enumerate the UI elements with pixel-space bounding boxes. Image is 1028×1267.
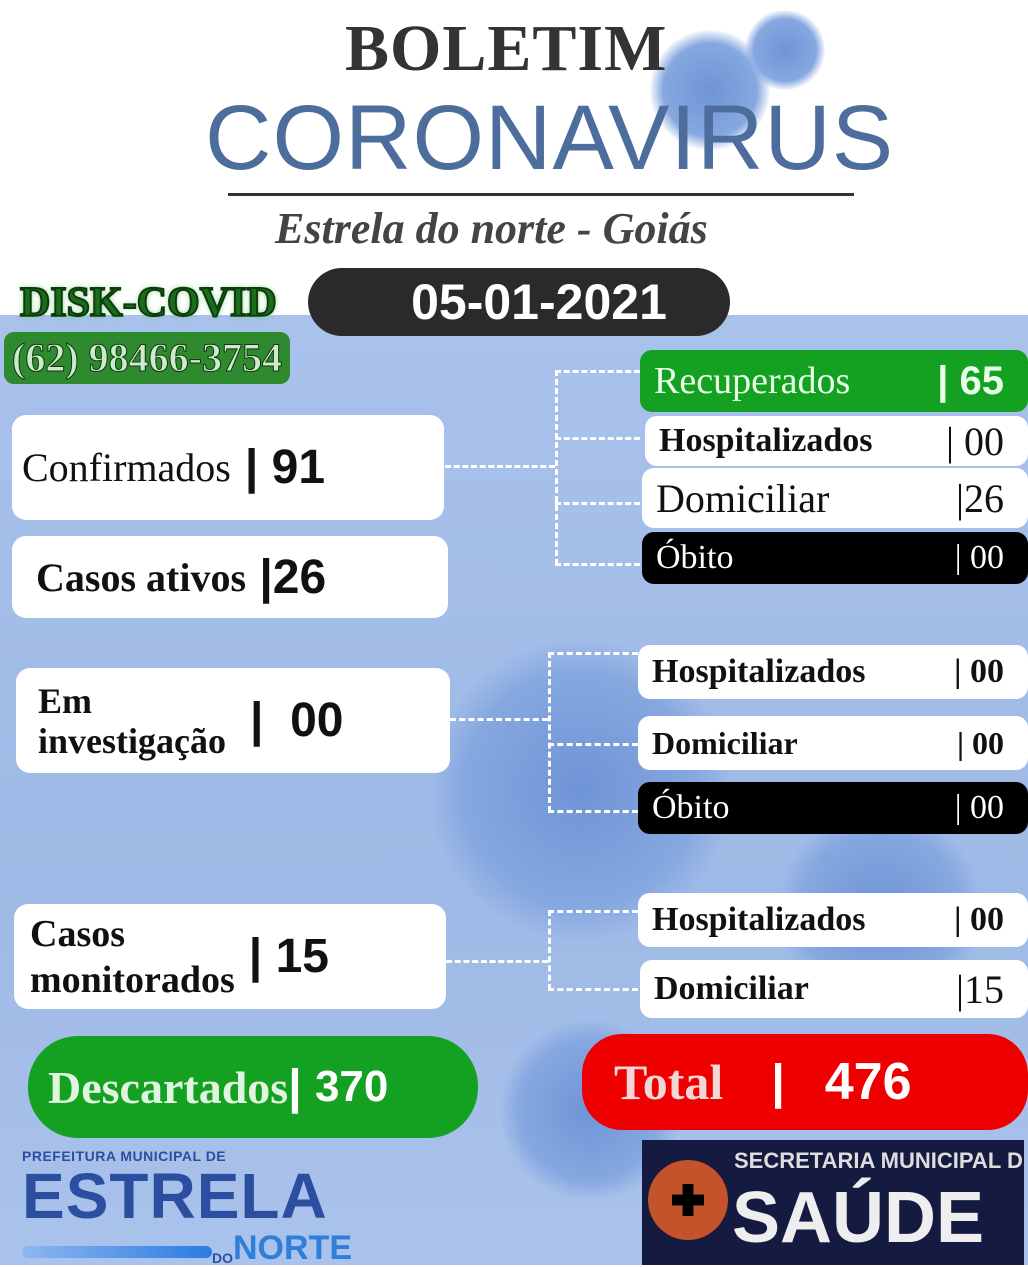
- connector: [555, 370, 558, 565]
- connector: [555, 563, 640, 566]
- label: Domiciliar: [654, 970, 809, 1007]
- label: Recuperados: [654, 360, 851, 402]
- descartados-box: Descartados | 370: [28, 1036, 478, 1138]
- connector: [555, 502, 640, 505]
- title-boletim: BOLETIM: [345, 12, 668, 85]
- logo-text: SAÚDE: [732, 1178, 985, 1258]
- value: 91: [271, 441, 326, 494]
- label: Óbito: [656, 539, 734, 576]
- label: Total: [614, 1054, 724, 1110]
- value: 370: [314, 1062, 389, 1111]
- connector: [548, 743, 638, 746]
- domiciliar-box: Domiciliar | 00: [638, 716, 1028, 770]
- value: 00: [970, 901, 1004, 938]
- connector: [450, 718, 548, 721]
- value: 00: [972, 724, 1004, 761]
- connector: [555, 370, 640, 373]
- label: Confirmados: [22, 445, 231, 490]
- hospitalizados-box: Hospitalizados | 00: [645, 416, 1028, 466]
- connector: [548, 652, 551, 812]
- value: 00: [964, 418, 1004, 464]
- prefeitura-logo: PREFEITURA MUNICIPAL DE ESTRELA DO NORTE: [22, 1148, 352, 1266]
- virus-illustration: [745, 10, 825, 90]
- value: 15: [964, 966, 1004, 1012]
- connector: [555, 437, 640, 440]
- logo-text: NORTE: [233, 1229, 352, 1267]
- hospitalizados-box: Hospitalizados | 00: [638, 893, 1028, 947]
- monitorados-box: Casos monitorados | 15: [14, 904, 446, 1009]
- connector: [548, 652, 638, 655]
- connector: [548, 910, 551, 990]
- connector: [445, 465, 555, 468]
- connector: [548, 910, 638, 913]
- confirmados-box: Confirmados | 91: [12, 415, 444, 520]
- domiciliar-box: Domiciliar |15: [640, 960, 1028, 1018]
- logo-text: ESTRELA: [22, 1160, 328, 1232]
- hospitalizados-box: Hospitalizados | 00: [638, 645, 1028, 699]
- label: investigação: [38, 720, 226, 761]
- connector: [446, 960, 548, 963]
- secretaria-saude-logo: SECRETARIA MUNICIPAL DE SAÚDE: [642, 1140, 1024, 1265]
- value: 65: [959, 358, 1005, 403]
- value: 00: [290, 694, 344, 747]
- location: Estrela do norte - Goiás: [275, 204, 708, 253]
- label: monitorados: [30, 958, 235, 1001]
- label: Casos ativos: [36, 554, 247, 600]
- label: Em: [38, 680, 92, 721]
- divider: [228, 193, 854, 196]
- logo-text: SECRETARIA MUNICIPAL DE: [734, 1148, 1024, 1173]
- label: Domiciliar: [652, 724, 798, 761]
- date-badge: 05-01-2021: [308, 268, 730, 336]
- domiciliar-box: Domiciliar |26: [642, 468, 1028, 528]
- hotline-label: DISK-COVID: [19, 279, 278, 327]
- value: 26: [964, 475, 1004, 521]
- value: 26: [272, 550, 327, 604]
- hotline-phone: (62) 98466-3754: [4, 332, 290, 384]
- obito-box: Óbito | 00: [642, 532, 1028, 584]
- value: 476: [824, 1053, 912, 1111]
- total-box: Total | 476: [582, 1034, 1028, 1130]
- label: Hospitalizados: [652, 653, 866, 690]
- value: 00: [970, 789, 1004, 826]
- casos-ativos-box: Casos ativos | 26: [12, 536, 448, 618]
- label: Hospitalizados: [652, 901, 866, 938]
- recuperados-box: Recuperados | 65: [640, 350, 1028, 412]
- label: Casos: [30, 912, 126, 955]
- connector: [548, 810, 638, 813]
- label: Óbito: [652, 789, 730, 826]
- logo-text: PREFEITURA MUNICIPAL DE: [22, 1148, 227, 1164]
- logo-text: DO: [212, 1250, 233, 1266]
- label: Domiciliar: [656, 475, 830, 521]
- connector: [548, 988, 638, 991]
- em-investigacao-box: Em investigação | 00: [16, 668, 450, 773]
- value: 15: [275, 930, 329, 983]
- obito-box: Óbito | 00: [638, 782, 1028, 834]
- label: Hospitalizados: [659, 422, 873, 459]
- label: Descartados: [48, 1061, 289, 1113]
- title-coronavirus: CORONAVIRUS: [205, 87, 895, 189]
- wave-graphic: [22, 1246, 212, 1258]
- value: 00: [970, 653, 1004, 690]
- value: 00: [970, 539, 1004, 576]
